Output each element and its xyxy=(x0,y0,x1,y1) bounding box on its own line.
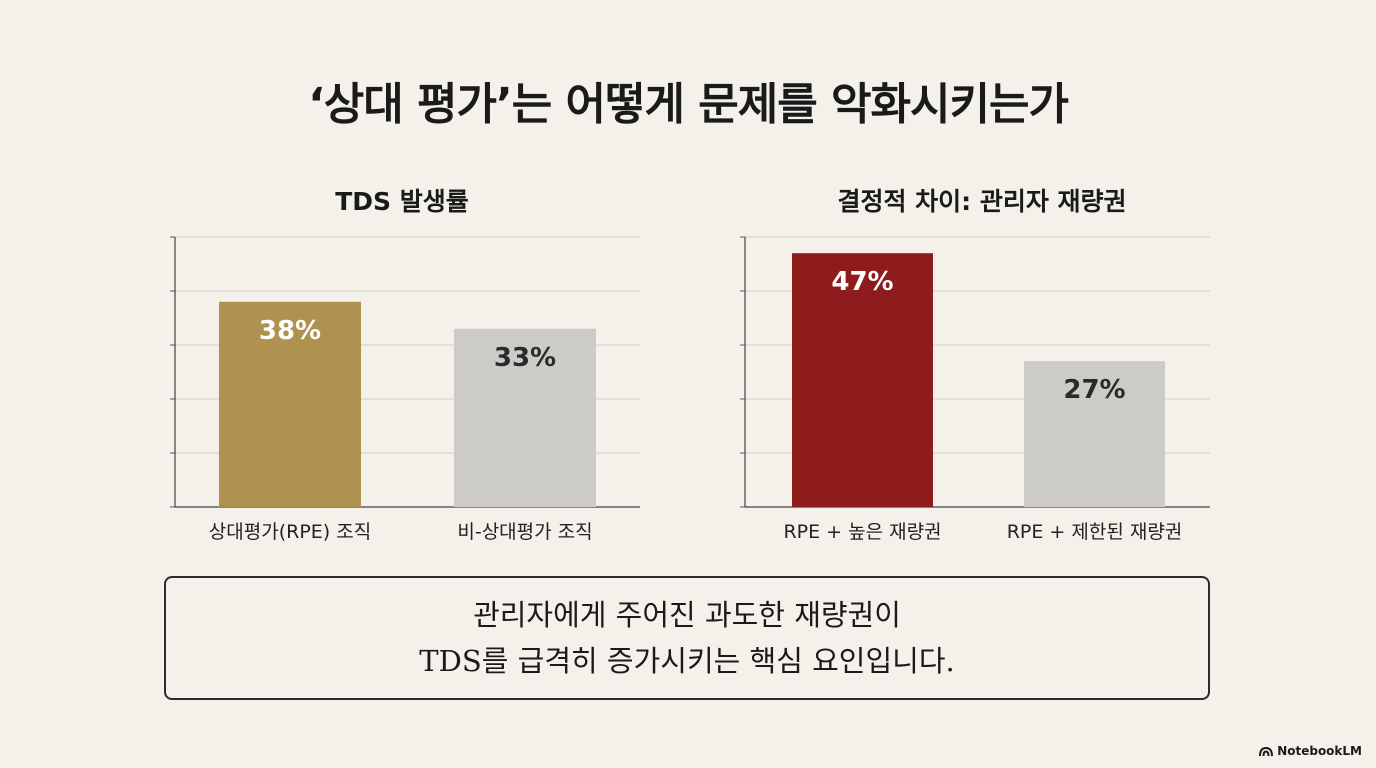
tds-rate-bar-2 xyxy=(454,328,596,507)
notebooklm-branding: NotebookLM xyxy=(1259,744,1362,758)
chart-title-tds-rate: TDS 발생률 xyxy=(335,187,469,216)
discretion-category-label-2: RPE + 제한된 재량권 xyxy=(1007,521,1183,543)
key-insight-callout: 관리자에게 주어진 과도한 재량권이 TDS를 급격히 증가시키는 핵심 요인입… xyxy=(164,576,1210,700)
tds-rate-bar-1 xyxy=(219,301,361,507)
discretion-category-label-1: RPE + 높은 재량권 xyxy=(783,521,941,543)
discretion-bar-2 xyxy=(1024,361,1165,507)
manager-discretion-bar-chart: 47% RPE + 높은 재량권 27% RPE + 제한된 재량권 xyxy=(740,236,1210,543)
brand-label: NotebookLM xyxy=(1277,744,1362,758)
discretion-bar-1 xyxy=(792,253,933,507)
slide-title: ‘상대 평가’는 어떻게 문제를 악화시키는가 xyxy=(308,79,1069,130)
callout-line-1: 관리자에게 주어진 과도한 재량권이 xyxy=(473,598,901,632)
discretion-value-label-1: 47% xyxy=(831,267,893,297)
chart-title-manager-discretion: 결정적 차이: 관리자 재량권 xyxy=(837,187,1127,216)
discretion-value-label-2: 27% xyxy=(1063,375,1125,405)
notebooklm-logo-icon xyxy=(1259,746,1274,756)
callout-line-2: TDS를 급격히 증가시키는 핵심 요인입니다. xyxy=(419,644,955,678)
tds-rate-value-label-1: 38% xyxy=(259,316,321,346)
tds-rate-bar-chart: 38% 상대평가(RPE) 조직 33% 비-상대평가 조직 xyxy=(170,236,640,543)
tds-rate-category-label-1: 상대평가(RPE) 조직 xyxy=(209,521,371,543)
tds-rate-category-label-2: 비-상대평가 조직 xyxy=(457,521,592,543)
tds-rate-value-label-2: 33% xyxy=(494,343,556,373)
